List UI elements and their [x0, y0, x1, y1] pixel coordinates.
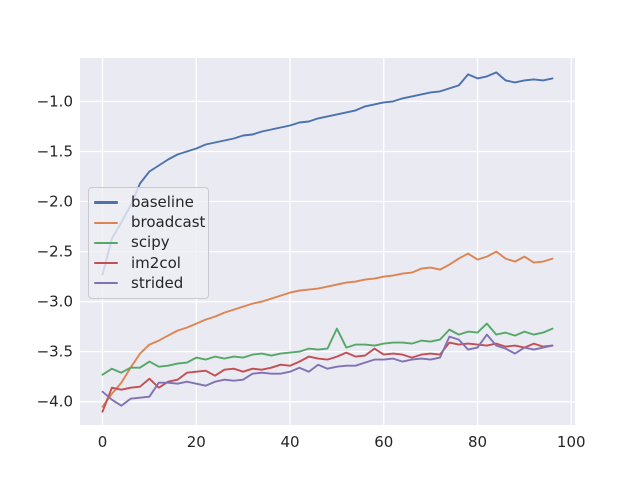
series-line-baseline — [101, 71, 554, 276]
x-tick-label-4: 80 — [468, 433, 487, 451]
legend-row-scipy: scipy — [94, 235, 202, 250]
legend-label-im2col: im2col — [131, 253, 181, 272]
x-tick-label-5: 100 — [557, 433, 586, 451]
x-tick-label-1: 20 — [187, 433, 206, 451]
legend-label-broadcast: broadcast — [131, 213, 206, 232]
legend-label-scipy: scipy — [131, 233, 170, 252]
legend-line-sample-im2col — [94, 261, 118, 265]
y-tick-label-1: −3.5 — [37, 343, 73, 361]
series-line-broadcast — [101, 250, 554, 408]
y-tick-label-6: −1.0 — [37, 92, 73, 110]
legend-label-baseline: baseline — [131, 193, 194, 212]
legend-line-sample-scipy — [94, 241, 118, 245]
y-tick-label-0: −4.0 — [37, 393, 73, 411]
y-tick-label-4: −2.0 — [37, 193, 73, 211]
x-tick-label-2: 40 — [280, 433, 299, 451]
legend-row-strided: strided — [94, 273, 202, 292]
x-tick-label-0: 0 — [98, 433, 108, 451]
legend-line-sample-baseline — [94, 201, 118, 204]
series-line-scipy — [101, 322, 554, 376]
legend-label-strided: strided — [131, 273, 184, 292]
y-tick-label-3: −2.5 — [37, 243, 73, 261]
x-tick-label-3: 60 — [374, 433, 393, 451]
legend-row-baseline: baseline — [94, 195, 202, 210]
legend-line-sample-strided — [94, 282, 118, 285]
series-line-strided — [101, 333, 554, 407]
legend-row-broadcast: broadcast — [94, 213, 206, 232]
series-line-im2col — [101, 341, 554, 413]
y-tick-label-5: −1.5 — [37, 142, 73, 160]
legend: baseline broadcast scipy im2col strided — [88, 187, 209, 299]
y-tick-label-2: −3.0 — [37, 293, 73, 311]
legend-line-sample-broadcast — [94, 221, 118, 224]
legend-row-im2col: im2col — [94, 253, 202, 272]
